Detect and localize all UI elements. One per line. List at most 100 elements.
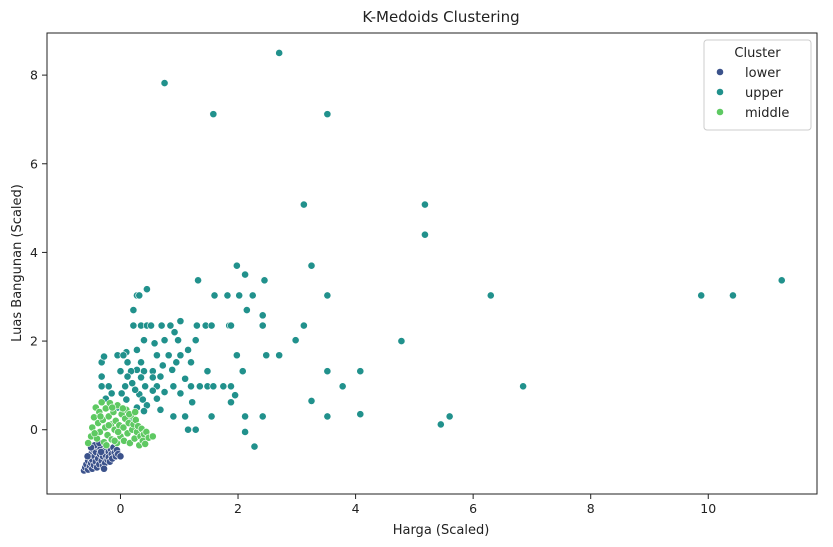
- point-upper: [176, 317, 185, 326]
- point-upper: [241, 428, 249, 436]
- point-upper: [250, 442, 259, 451]
- point-upper: [140, 407, 148, 416]
- legend-marker-upper: [716, 88, 724, 96]
- y-tick-label: 4: [30, 245, 38, 260]
- point-upper: [299, 321, 308, 330]
- point-upper: [128, 379, 137, 388]
- point-upper: [160, 336, 169, 345]
- point-upper: [777, 276, 786, 285]
- y-tick-label: 2: [30, 334, 38, 349]
- point-upper: [158, 361, 167, 370]
- point-upper: [238, 367, 247, 376]
- point-upper: [203, 367, 212, 376]
- point-upper: [275, 49, 284, 57]
- point-middle: [84, 439, 93, 447]
- point-upper: [140, 367, 148, 376]
- point-upper: [242, 306, 251, 314]
- point-upper: [192, 321, 201, 330]
- point-upper: [97, 382, 106, 391]
- point-upper: [133, 346, 141, 354]
- points-layer: [80, 49, 786, 475]
- point-upper: [241, 270, 249, 279]
- point-upper: [135, 291, 144, 300]
- point-middle: [110, 436, 119, 445]
- point-middle: [108, 403, 117, 412]
- point-upper: [153, 351, 161, 360]
- point-upper: [291, 336, 300, 345]
- y-axis-label: Luas Bangunan (Scaled): [10, 184, 25, 342]
- point-middle: [104, 421, 113, 430]
- point-middle: [102, 441, 111, 450]
- point-upper: [195, 382, 204, 391]
- point-upper: [123, 372, 132, 381]
- point-upper: [194, 276, 202, 285]
- point-upper: [445, 412, 454, 421]
- point-upper: [141, 382, 150, 391]
- point-upper: [104, 382, 113, 391]
- x-tick-label: 6: [469, 501, 477, 516]
- point-upper: [138, 395, 147, 404]
- legend-box: [703, 39, 812, 131]
- point-upper: [421, 230, 429, 239]
- point-lower: [100, 464, 108, 473]
- point-middle: [141, 440, 150, 448]
- legend-marker-middle: [716, 108, 724, 116]
- point-middle: [148, 432, 157, 441]
- point-upper: [174, 336, 182, 345]
- point-upper: [219, 382, 228, 391]
- point-upper: [157, 321, 166, 330]
- point-upper: [299, 200, 308, 209]
- point-upper: [248, 291, 257, 300]
- legend-items: lower upper middle: [716, 66, 789, 121]
- point-upper: [140, 336, 148, 345]
- point-upper: [729, 291, 737, 300]
- point-upper: [258, 412, 267, 421]
- legend-title: Cluster: [734, 46, 781, 61]
- x-axis: 0 2 4 6 8 10: [116, 494, 716, 516]
- point-upper: [209, 110, 218, 119]
- legend-label-upper: upper: [745, 86, 784, 101]
- point-middle: [90, 429, 99, 438]
- point-upper: [181, 412, 190, 421]
- point-upper: [97, 372, 106, 381]
- point-upper: [421, 200, 429, 209]
- point-upper: [156, 372, 165, 381]
- point-upper: [262, 351, 271, 360]
- point-upper: [150, 339, 159, 348]
- plot-frame: [46, 32, 818, 495]
- x-tick-label: 10: [700, 501, 716, 516]
- point-upper: [191, 336, 200, 345]
- point-upper: [235, 291, 244, 300]
- point-upper: [131, 385, 140, 394]
- point-upper: [210, 291, 219, 300]
- y-tick-label: 0: [30, 422, 38, 437]
- point-upper: [232, 351, 241, 360]
- x-tick-label: 4: [352, 501, 360, 516]
- point-upper: [307, 397, 316, 405]
- point-upper: [307, 261, 316, 270]
- point-upper: [187, 382, 195, 391]
- y-tick-label: 8: [30, 68, 38, 83]
- point-upper: [397, 337, 406, 345]
- point-middle: [131, 408, 140, 416]
- point-upper: [323, 110, 332, 119]
- point-middle: [125, 439, 134, 447]
- point-upper: [129, 306, 138, 314]
- point-middle: [96, 412, 105, 421]
- point-upper: [160, 79, 169, 87]
- point-middle: [97, 398, 106, 407]
- point-upper: [209, 382, 218, 391]
- point-upper: [176, 389, 185, 398]
- point-upper: [227, 398, 235, 407]
- point-upper: [223, 291, 232, 300]
- point-upper: [519, 382, 528, 391]
- point-upper: [168, 365, 177, 374]
- legend-marker-lower: [716, 68, 724, 76]
- point-upper: [148, 386, 157, 395]
- point-upper: [232, 261, 241, 270]
- point-upper: [231, 391, 239, 400]
- point-middle: [104, 412, 113, 421]
- point-upper: [122, 395, 131, 404]
- point-upper: [170, 328, 179, 337]
